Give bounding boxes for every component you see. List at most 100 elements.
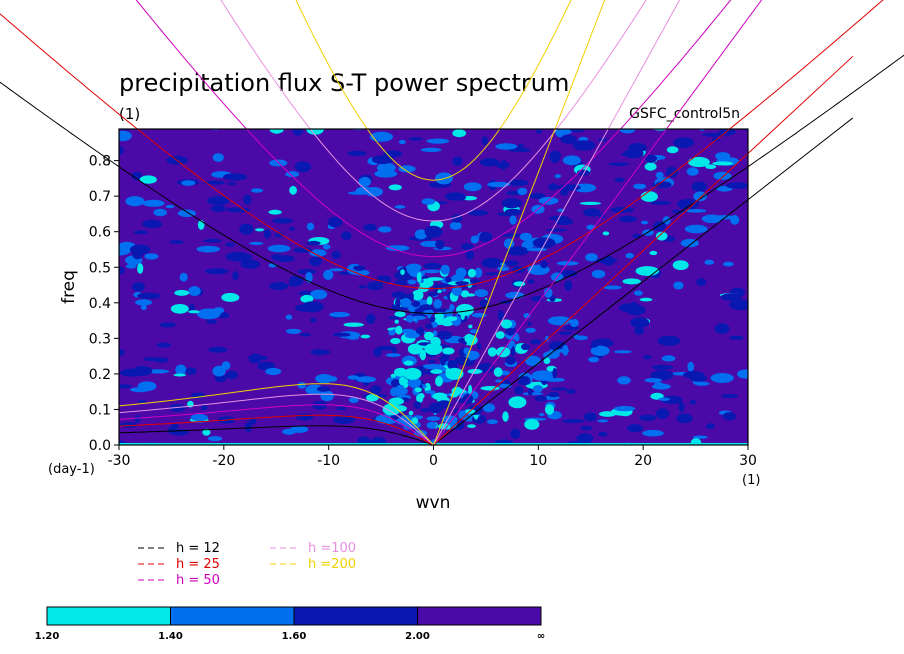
contour-blob [316,386,331,392]
contour-blob [687,361,694,372]
contour-blob [263,229,271,239]
contour-blob [501,198,523,209]
contour-blob [289,226,296,231]
contour-blob [358,176,371,187]
contour-blob [144,253,159,260]
contour-blob [348,397,359,403]
contour-blob [356,376,377,383]
chart-subtitle: (1) [119,105,140,123]
contour-blob [202,428,211,436]
contour-blob [462,196,477,201]
colorbar-level-label: 1.60 [282,631,307,642]
contour-blob [248,353,262,364]
contour-blob [394,280,408,286]
contour-hotspot [456,303,474,316]
contour-blob [353,265,366,271]
contour-blob [366,394,379,402]
contour-blob [440,357,446,366]
contour-blob [306,129,324,135]
contour-blob [550,387,568,391]
contour-blob [249,417,257,425]
contour-blob [366,281,384,291]
contour-blob [306,240,321,246]
contour-blob [212,365,226,377]
x-axis-label: wvn [416,493,451,513]
contour-blob [619,129,636,134]
contour-blob [223,173,247,181]
contour-blob [701,214,723,224]
contour-blob [153,208,168,217]
contour-blob [426,138,450,144]
contour-blob [240,260,261,269]
kelvin-curve [433,0,681,446]
contour-blob [437,330,453,340]
contour-blob [451,386,463,395]
contour-blob [243,194,252,205]
contour-blob [689,374,707,382]
contour-blob [677,198,699,210]
contour-blob [524,419,540,430]
contour-blob [737,369,748,379]
contour-blob [156,342,171,348]
contour-blob [484,272,501,276]
contour-blob [480,386,500,391]
contour-blob [467,369,483,374]
contour-blob [285,328,302,334]
contour-blob [528,279,535,284]
y-tick-label: 0.2 [89,367,111,383]
contour-blob [461,243,474,251]
contour-blob [137,381,157,392]
contour-blob [390,337,401,345]
contour-blob [608,162,630,166]
contour-blob [430,369,443,374]
contour-blob [722,261,734,267]
contour-blob [363,223,377,231]
contour-blob [181,180,196,186]
contour-blob [322,244,331,250]
contour-blob [414,387,422,393]
inertia-gravity-curve [220,0,647,222]
contour-blob [642,429,664,437]
contour-blob [533,385,543,393]
contour-blob [481,257,503,268]
contour-blob [370,436,387,445]
contour-blob [710,373,734,383]
contour-blob [390,387,399,397]
contour-blob [576,433,594,444]
x-tick-label: -20 [212,453,235,469]
contour-blob [366,313,376,324]
contour-blob [487,347,497,357]
contour-blob [210,205,226,212]
contour-blob [411,315,427,320]
legend-label: h = 12 [176,541,220,556]
contour-blob [525,355,541,366]
contour-hotspot [424,343,443,355]
contour-blob [527,388,533,396]
contour-blob [464,333,474,344]
contour-blob [639,297,653,302]
contour-blob [414,401,422,410]
contour-blob [445,316,458,322]
contour-blob [619,303,641,313]
contour-blob [526,247,548,252]
contour-blob [440,264,450,275]
contour-hotspot [403,367,422,380]
contour-blob [691,181,707,192]
contour-blob [427,292,439,297]
colorbar-swatch [170,606,295,626]
contour-blob [250,188,264,193]
x-tick-label: 10 [529,453,547,469]
colorbar-swatch [46,606,171,626]
contour-blob [445,276,452,283]
contour-blob [426,416,440,421]
contour-blob [548,183,558,191]
contour-blob [465,249,474,260]
contour-blob [188,286,201,297]
contour-blob [390,373,396,378]
contour-blob [694,381,710,386]
contour-blob [371,155,394,165]
contour-blob [426,296,433,306]
contour-blob [451,286,463,296]
contour-blob [452,156,463,166]
contour-blob [395,325,403,335]
